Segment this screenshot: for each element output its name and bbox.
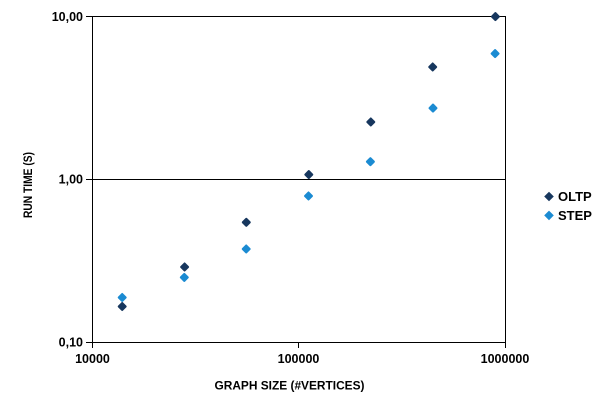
svg-text:10000: 10000	[75, 352, 110, 366]
svg-text:1,00: 1,00	[59, 173, 83, 187]
svg-text:STEP: STEP	[558, 208, 592, 223]
svg-text:OLTP: OLTP	[558, 189, 592, 204]
svg-text:RUN TIME (S): RUN TIME (S)	[21, 152, 35, 218]
svg-text:100000: 100000	[278, 352, 320, 366]
svg-text:0,10: 0,10	[59, 336, 83, 350]
svg-text:10,00: 10,00	[52, 10, 83, 24]
svg-text:1000000: 1000000	[481, 352, 530, 366]
svg-text:GRAPH SIZE (#VERTICES): GRAPH SIZE (#VERTICES)	[215, 379, 365, 393]
